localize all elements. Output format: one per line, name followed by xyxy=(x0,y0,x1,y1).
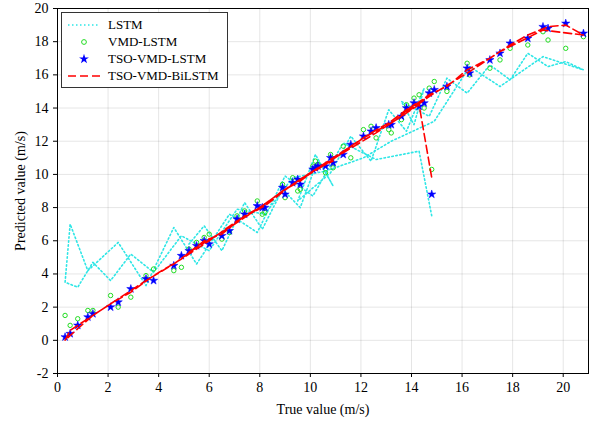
svg-text:8: 8 xyxy=(42,200,49,215)
svg-text:16: 16 xyxy=(455,380,469,395)
svg-text:6: 6 xyxy=(206,380,213,395)
svg-text:20: 20 xyxy=(35,1,49,16)
svg-text:Predicted value (m/s): Predicted value (m/s) xyxy=(13,131,29,251)
svg-text:-2: -2 xyxy=(37,366,49,381)
svg-text:0: 0 xyxy=(42,333,49,348)
svg-text:10: 10 xyxy=(303,380,317,395)
svg-text:8: 8 xyxy=(256,380,263,395)
svg-text:12: 12 xyxy=(35,134,49,149)
svg-text:2: 2 xyxy=(105,380,112,395)
svg-text:6: 6 xyxy=(42,233,49,248)
svg-text:0: 0 xyxy=(54,380,61,395)
svg-text:20: 20 xyxy=(556,380,570,395)
svg-text:16: 16 xyxy=(35,67,49,82)
svg-text:2: 2 xyxy=(42,300,49,315)
svg-text:14: 14 xyxy=(35,101,49,116)
svg-text:4: 4 xyxy=(155,380,162,395)
svg-text:18: 18 xyxy=(35,34,49,49)
svg-text:4: 4 xyxy=(42,266,49,281)
html-text:VMD-LSTM: VMD-LSTM xyxy=(108,34,178,49)
html-text:TSO-VMD-LSTM: TSO-VMD-LSTM xyxy=(108,51,207,66)
svg-text:True value (m/s): True value (m/s) xyxy=(277,402,370,418)
svg-text:14: 14 xyxy=(405,380,419,395)
html-text:LSTM: LSTM xyxy=(108,17,143,32)
html-text:TSO-VMD-BiLSTM: TSO-VMD-BiLSTM xyxy=(108,68,219,83)
svg-text:10: 10 xyxy=(35,167,49,182)
svg-text:12: 12 xyxy=(354,380,368,395)
svg-text:18: 18 xyxy=(506,380,520,395)
